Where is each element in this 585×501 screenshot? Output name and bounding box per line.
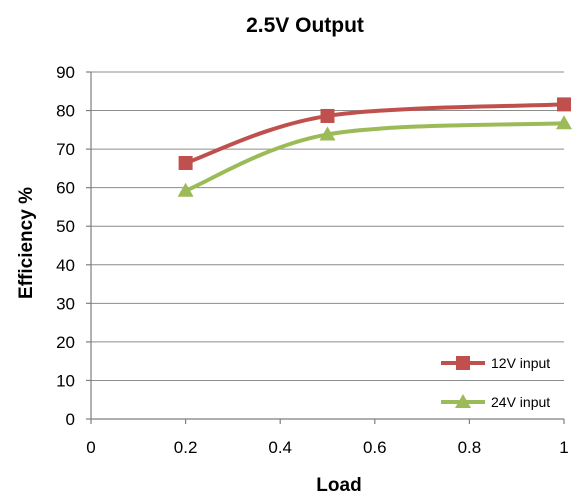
legend-entry: 12V input (441, 355, 550, 371)
y-tick-label: 10 (56, 371, 75, 390)
gridlines (91, 71, 564, 381)
y-tick-label: 90 (56, 63, 75, 82)
x-tick-label: 0.6 (363, 438, 387, 457)
series-line (183, 102, 566, 165)
series-layer (177, 97, 572, 197)
x-tick-label: 0.4 (268, 438, 292, 457)
legend-entry: 24V input (441, 394, 550, 410)
series-2 (177, 115, 572, 197)
data-point-marker (556, 115, 572, 130)
data-point-marker (320, 108, 335, 123)
chart-title: 2.5V Output (246, 14, 364, 37)
x-tick-label: 0 (86, 438, 95, 457)
data-point-marker (177, 182, 194, 197)
y-axis-label: Efficiency % (16, 187, 37, 299)
x-tick-label: 0.2 (174, 438, 198, 457)
y-tick-label: 50 (56, 217, 75, 236)
legend-label: 12V input (491, 355, 550, 371)
y-tick-label: 60 (56, 179, 75, 198)
series-1 (178, 97, 571, 170)
y-tick-label: 80 (56, 102, 75, 121)
y-tick-labels: 0 10 20 30 40 50 60 70 80 90 (56, 63, 75, 429)
y-tick-label: 70 (56, 140, 75, 159)
x-axis-label: Load (316, 475, 361, 496)
data-point-marker (319, 126, 336, 141)
x-tick-label: 0.8 (458, 438, 482, 457)
data-point-marker (557, 97, 571, 112)
y-tick-label: 0 (66, 410, 75, 429)
y-tick-label: 40 (56, 256, 75, 275)
series-line (183, 121, 566, 193)
y-tick-label: 30 (56, 294, 75, 313)
x-tick-label: 1 (559, 438, 568, 457)
legend-label: 24V input (491, 394, 550, 410)
y-tick-label: 20 (56, 333, 75, 352)
legend: 12V input 24V input (441, 355, 550, 410)
x-tick-labels: 0 0.2 0.4 0.6 0.8 1 (86, 438, 568, 457)
legend-swatch-marker (455, 394, 471, 408)
data-point-marker (178, 155, 193, 170)
legend-swatch-marker (456, 356, 470, 370)
axes (86, 71, 565, 424)
